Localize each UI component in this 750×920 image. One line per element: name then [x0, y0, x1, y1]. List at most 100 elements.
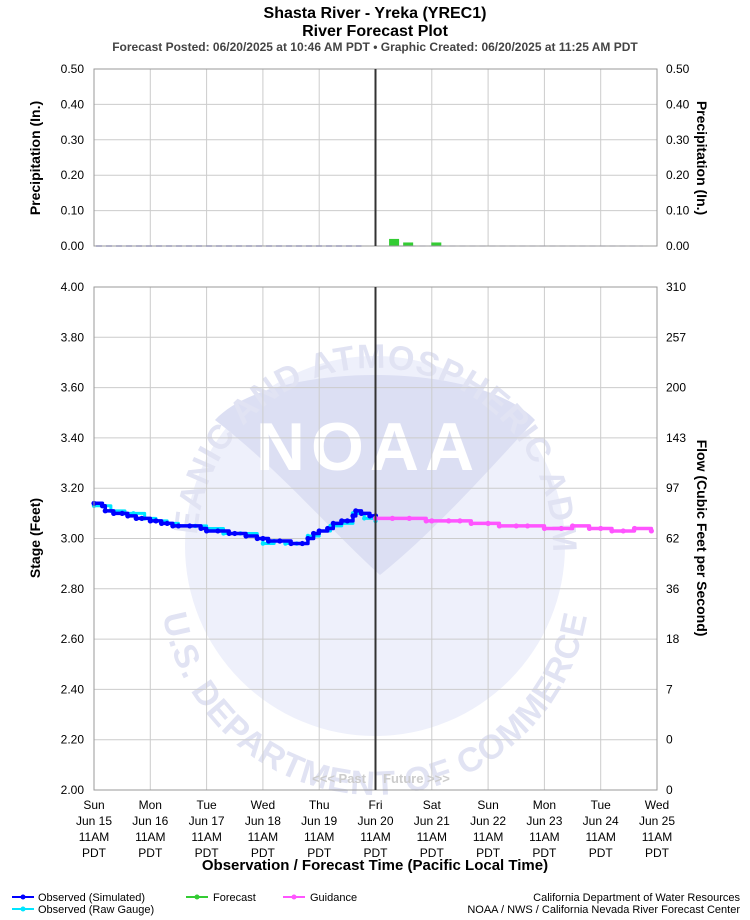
stage-ytick-left: 2.60: [61, 632, 85, 646]
observed-simulated-point: [358, 510, 365, 516]
legend: Observed (Simulated) Observed (Raw Gauge…: [12, 892, 357, 916]
observed-raw-gauge-point: [260, 541, 266, 546]
observed-simulated-point: [204, 528, 210, 534]
x-tick-label: Sun: [83, 798, 104, 812]
x-tick-label: Sat: [423, 798, 442, 812]
x-axis-ticks: Sun Jun 15 11AM PDT Mon Jun 16 11AM PDT Tue Jun 1…: [76, 798, 675, 860]
legend-observed-sim: Observed (Simulated): [12, 892, 145, 904]
x-tick-label: Jun 21: [414, 814, 450, 828]
flow-ytick-right: 97: [666, 481, 680, 495]
guidance-point: [631, 525, 638, 532]
guidance-point: [446, 518, 452, 524]
legend-forecast: Forecast: [186, 892, 256, 904]
x-axis-label: Observation / Forecast Time (Pacific Loc…: [202, 857, 548, 874]
observed-simulated-point: [226, 530, 232, 537]
stage-ytick-left: 2.40: [61, 682, 85, 696]
precip-forecast-bar: [389, 238, 400, 246]
x-tick-label: Wed: [645, 798, 669, 812]
past-label: <<< Past: [312, 771, 367, 786]
observed-simulated-point: [215, 528, 221, 534]
svg-text:Guidance: Guidance: [310, 892, 357, 904]
observed-simulated-point: [353, 508, 359, 514]
guidance-point: [429, 518, 435, 524]
guidance-point: [541, 525, 548, 532]
guidance-point: [569, 523, 576, 529]
guidance-point: [513, 523, 519, 529]
precip-ticks: 0.00 0.00 0.10 0.10 0.20 0.20 0.30 0.30 0.40 0.40…: [61, 62, 690, 253]
precip-ytick-left: 0.20: [61, 168, 85, 182]
x-tick-group: Mon Jun 16 11AM PDT: [132, 798, 168, 860]
flow-ytick-right: 0: [666, 733, 673, 747]
precip-forecast-bar: [431, 242, 442, 246]
x-tick-label: PDT: [138, 846, 163, 860]
credit-cnrfc: NOAA / NWS / California Nevada River For…: [467, 904, 740, 916]
x-tick-label: Tue: [196, 798, 217, 812]
stage-ytick-left: 3.20: [61, 481, 85, 495]
observed-simulated-point: [310, 530, 317, 537]
observed-simulated-point: [288, 540, 294, 547]
x-tick-label: 11AM: [529, 830, 559, 844]
credit-dwr: California Department of Water Resources: [533, 892, 740, 904]
observed-simulated-point: [367, 513, 373, 519]
stage-ytick-left: 2.80: [61, 582, 85, 596]
observed-simulated-point: [344, 518, 350, 524]
x-tick-label: Jun 24: [583, 814, 619, 828]
stage-series: [91, 500, 654, 547]
stage-ylabel-left: Stage (Feet): [27, 498, 43, 578]
future-label: Future >>>: [383, 771, 450, 786]
stage-ytick-left: 4.00: [61, 280, 85, 294]
x-tick-label: Jun 17: [189, 814, 225, 828]
x-tick-label: Mon: [139, 798, 162, 812]
flow-ytick-right: 257: [666, 330, 686, 344]
x-tick-label: 11AM: [585, 830, 615, 844]
x-tick-label: 11AM: [79, 830, 109, 844]
observed-raw-gauge-point: [362, 516, 367, 521]
guidance-point: [485, 520, 491, 527]
x-tick-group: Fri Jun 20 11AM PDT: [357, 798, 393, 860]
precip-ylabel-right: Precipitation (In.): [694, 101, 710, 215]
observed-simulated-point: [260, 535, 266, 542]
x-tick-label: 11AM: [642, 830, 672, 844]
stage-ylabel-right: Flow (Cubic Feet per Second): [694, 440, 710, 637]
flow-ytick-right: 310: [666, 280, 686, 294]
x-tick-label: Jun 16: [132, 814, 168, 828]
stage-ytick-left: 3.40: [61, 431, 85, 445]
x-tick-label: Jun 23: [526, 814, 562, 828]
guidance-point: [609, 528, 615, 534]
legend-guidance: Guidance: [283, 892, 357, 904]
flow-ytick-right: 36: [666, 582, 680, 596]
precip-bars: [389, 238, 643, 247]
x-tick-label: PDT: [195, 846, 220, 860]
guidance-point: [586, 525, 593, 532]
observed-simulated-point: [305, 535, 311, 542]
observed-simulated-point: [330, 520, 336, 527]
flow-ytick-right: 0: [666, 783, 673, 797]
precip-ytick-left: 0.40: [61, 97, 85, 111]
x-tick-group: Wed Jun 18 11AM PDT: [245, 798, 281, 860]
observed-simulated-point: [133, 515, 139, 521]
legend-observed-raw: Observed (Raw Gauge): [12, 904, 154, 916]
stage-ytick-left: 3.00: [61, 532, 85, 546]
x-tick-label: Jun 20: [357, 814, 393, 828]
precip-ytick-left: 0.50: [61, 62, 85, 76]
x-tick-label: PDT: [82, 846, 107, 860]
flow-ytick-right: 143: [666, 431, 686, 445]
precip-ytick-right: 0.10: [666, 204, 690, 218]
x-tick-group: Thu Jun 19 11AM PDT: [301, 798, 337, 860]
x-tick-label: Sun: [477, 798, 498, 812]
precip-ytick-right: 0.20: [666, 168, 690, 182]
x-tick-label: 11AM: [304, 830, 334, 844]
x-tick-label: Jun 22: [470, 814, 506, 828]
observed-simulated-point: [170, 523, 176, 529]
guidance-point: [496, 523, 502, 529]
posted-info: Forecast Posted: 06/20/2025 at 10:46 AM …: [112, 40, 638, 54]
x-tick-group: Mon Jun 23 11AM PDT: [526, 798, 562, 860]
observed-simulated-point: [254, 535, 260, 542]
stage-ytick-left: 2.20: [61, 733, 85, 747]
observed-simulated-point: [187, 523, 193, 529]
guidance-point: [558, 525, 564, 532]
noaa-watermark: NOAA NATIONAL OCEANIC AND ATMOSPHERIC AD…: [0, 0, 594, 803]
precip-ytick-right: 0.00: [666, 239, 690, 253]
observed-simulated-point: [99, 503, 106, 509]
